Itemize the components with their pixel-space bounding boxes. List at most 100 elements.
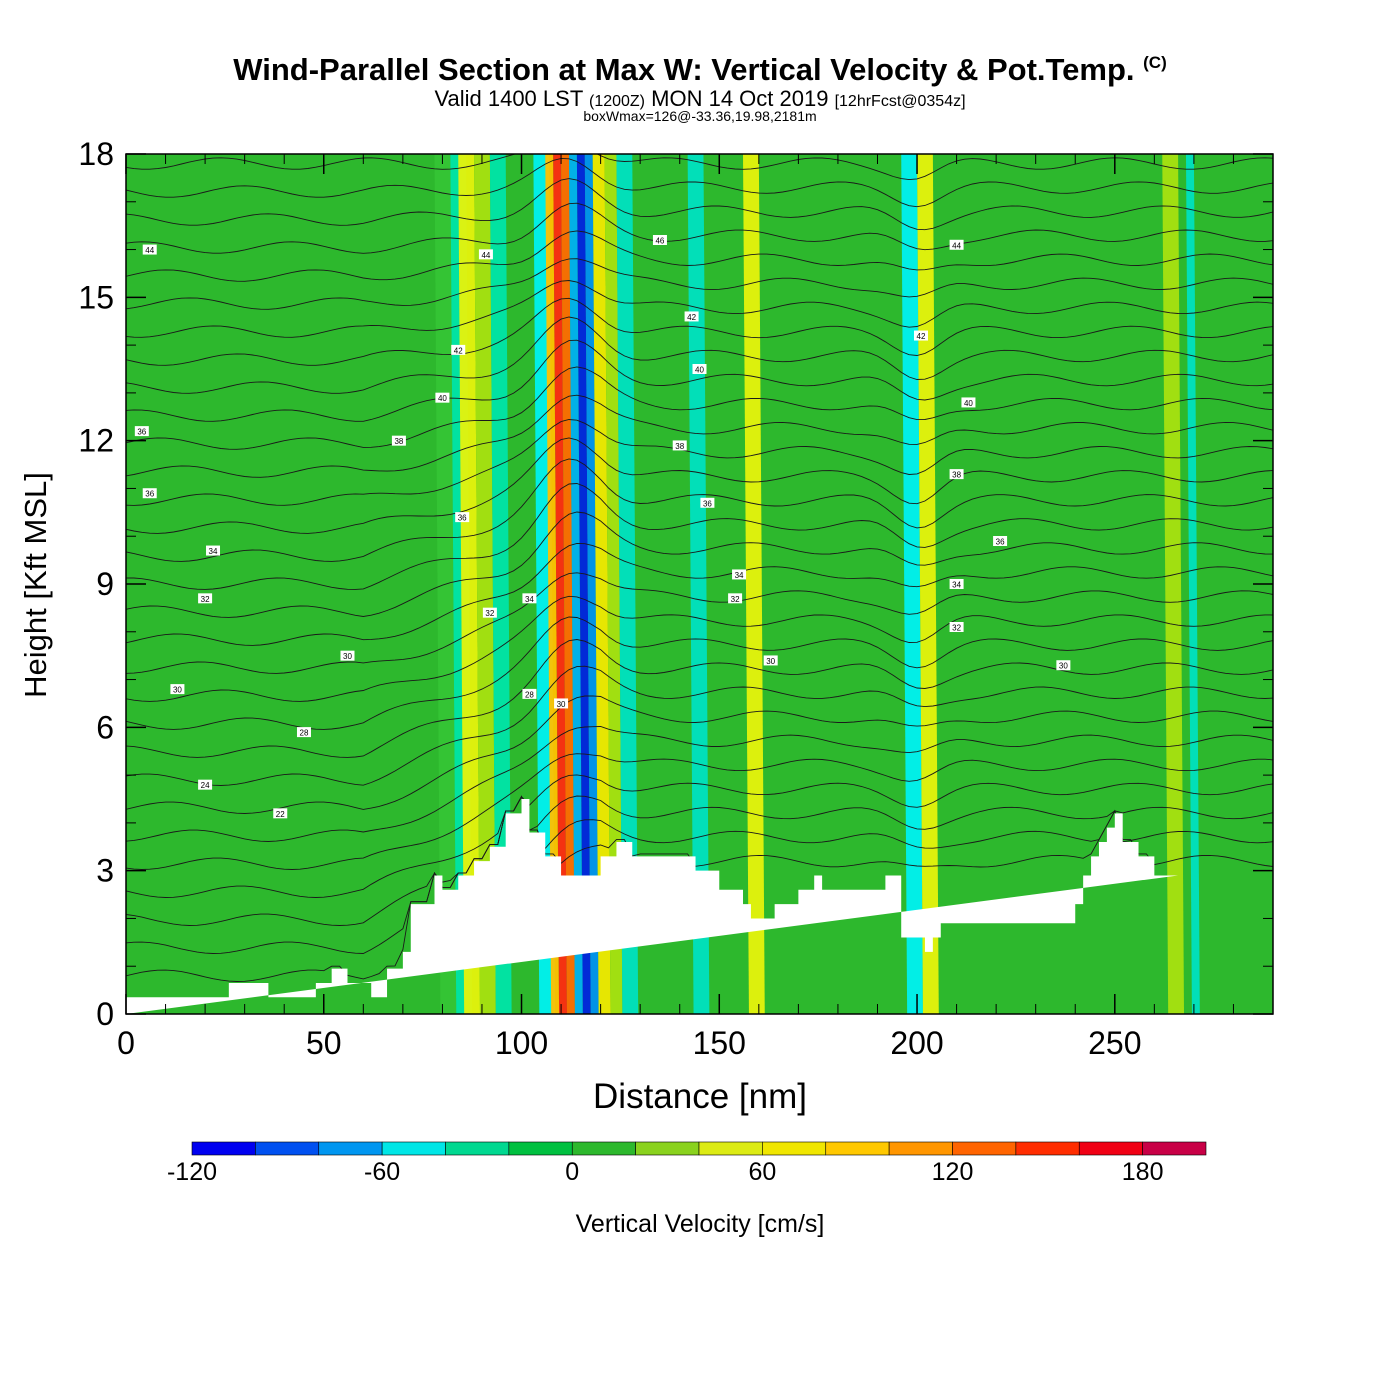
x-tick-label-3: 150	[693, 1025, 746, 1061]
chart-title-text: Wind-Parallel Section at Max W: Vertical…	[233, 52, 1135, 87]
theta-contour-14	[126, 483, 1273, 590]
contour-label-box-1	[478, 249, 493, 260]
contour-label-box-20	[482, 607, 497, 618]
contour-label-8: 40	[695, 366, 704, 375]
contour-label-box-18	[206, 545, 221, 556]
colorbar-label: Vertical Velocity [cm/s]	[576, 1210, 825, 1238]
theta-contour-19	[126, 366, 1273, 450]
contour-label-2: 46	[655, 237, 664, 246]
contour-label-19: 32	[201, 595, 210, 604]
theta-contour-24	[126, 258, 1273, 310]
contour-label-box-4	[451, 344, 466, 355]
velocity-bands	[434, 154, 1200, 1014]
y-tick-label-5: 15	[78, 279, 114, 315]
contour-label-box-19	[198, 593, 213, 604]
x-tick-labels: 0 50 100 150 200 250	[117, 1025, 1141, 1061]
contour-label-34: 22	[276, 810, 285, 819]
velocity-band-8	[561, 154, 575, 1014]
colorbar-swatch-13	[1015, 1141, 1080, 1156]
theta-contour-21	[126, 316, 1273, 394]
velocity-band-3	[474, 154, 496, 1014]
contour-label-20: 32	[485, 609, 494, 618]
contour-label-box-30	[522, 688, 537, 699]
contour-label-7: 40	[438, 394, 447, 403]
y-tick-label-3: 9	[96, 566, 114, 602]
contour-label-27: 30	[766, 657, 775, 666]
colorbar-swatch-8	[698, 1141, 763, 1156]
contour-label-box-13	[142, 488, 157, 499]
velocity-band-20	[1185, 154, 1200, 1014]
contour-label-32: 28	[300, 729, 309, 738]
velocity-band-13	[604, 154, 623, 1014]
contour-label-23: 32	[731, 595, 740, 604]
contour-label-box-7	[435, 392, 450, 403]
colorbar-swatch-11	[888, 1141, 953, 1156]
contour-label-18: 34	[209, 547, 218, 556]
contour-label-box-16	[949, 469, 964, 480]
y-tick-label-0: 0	[96, 996, 114, 1032]
contour-label-box-24	[949, 579, 964, 589]
contour-label-13: 36	[145, 490, 154, 499]
contour-label-box-29	[170, 684, 185, 695]
box-wmax-note: boxWmax=126@-33.36,19.98,2181m	[583, 108, 817, 124]
contour-label-box-8	[692, 364, 707, 374]
theta-contour-17	[126, 419, 1273, 506]
theta-contour-13	[126, 511, 1273, 618]
theta-contour-12	[126, 542, 1273, 646]
velocity-band-9	[568, 154, 583, 1014]
contour-label-box-3	[949, 239, 964, 250]
velocity-band-2	[458, 154, 480, 1014]
velocity-band-14	[616, 154, 639, 1014]
theta-contour-15	[126, 458, 1273, 562]
contour-label-24: 34	[952, 581, 961, 590]
contour-label-box-5	[684, 311, 699, 322]
contour-label-31: 30	[557, 700, 566, 709]
contour-label-30: 28	[525, 690, 534, 699]
colorbar	[191, 1141, 1207, 1156]
contour-label-29: 30	[173, 686, 182, 695]
theta-contour-22	[126, 297, 1273, 366]
theta-contour-29	[126, 154, 1273, 181]
theta-contour-28	[126, 157, 1273, 208]
theta-contours	[126, 154, 1273, 982]
contour-label-box-14	[455, 512, 470, 523]
contour-label-22: 34	[735, 571, 744, 580]
x-tick-label-2: 100	[495, 1025, 548, 1061]
velocity-band-7	[553, 154, 568, 1014]
theta-contour-11	[126, 572, 1273, 674]
contour-label-box-11	[391, 435, 406, 446]
contour-label-3: 44	[952, 241, 961, 250]
colorbar-tick-labels: -120 -60 0 60 120 180	[167, 1158, 1164, 1186]
colorbar-tick-label-2: 0	[565, 1158, 579, 1186]
theta-contour-16	[126, 437, 1273, 534]
colorbar-swatch-9	[762, 1141, 827, 1156]
colorbar-tick-label-1: -60	[364, 1158, 400, 1186]
colorbar-swatch-6	[571, 1141, 636, 1156]
contour-label-9: 40	[964, 399, 973, 408]
forecast-info: [12hrFcst@0354z]	[834, 93, 966, 110]
x-tick-label-5: 250	[1088, 1025, 1141, 1061]
velocity-band-17	[901, 154, 923, 1014]
velocity-band-16	[743, 154, 765, 1014]
contour-label-box-31	[554, 698, 569, 709]
theta-contour-20	[126, 339, 1273, 422]
colorbar-swatch-0	[191, 1141, 256, 1156]
y-tick-label-6: 18	[78, 136, 114, 172]
axis-ticks	[125, 153, 1273, 1015]
theta-contour-9	[126, 616, 1273, 730]
colorbar-swatch-12	[952, 1141, 1017, 1156]
contour-label-16: 38	[952, 471, 961, 480]
x-tick-label-0: 0	[117, 1025, 135, 1061]
contour-labels: 44 44 46 44 42 42 42 40 40 40 36 38 38 36 36 36 38 36 34 32…	[134, 235, 1071, 819]
contour-label-25: 32	[952, 624, 961, 633]
contour-label-4: 42	[454, 346, 463, 355]
theta-contour-8	[126, 639, 1273, 758]
valid-date: MON 14 Oct 2019	[651, 86, 829, 111]
theta-contour-5	[126, 726, 1273, 842]
colorbar-tick-label-0: -120	[167, 1158, 217, 1186]
contour-label-box-6	[913, 330, 928, 341]
theta-contour-4	[126, 753, 1273, 870]
x-axis-label: Distance [nm]	[593, 1077, 807, 1116]
theta-contour-10	[126, 595, 1273, 702]
velocity-band-19	[1162, 154, 1185, 1014]
